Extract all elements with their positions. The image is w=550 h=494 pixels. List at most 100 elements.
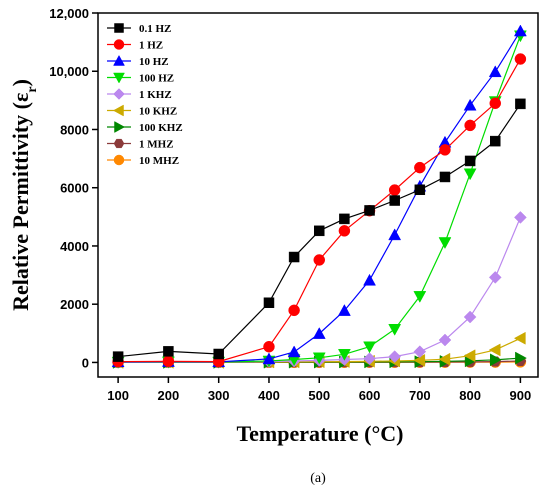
figure-caption: (a) (310, 471, 326, 486)
legend-marker (113, 39, 125, 50)
data-point (389, 195, 400, 206)
plot-frame (97, 12, 539, 378)
x-tick-label: 200 (158, 388, 180, 403)
data-point (513, 331, 526, 345)
data-point (414, 184, 426, 196)
data-point (438, 333, 452, 347)
series-10-hz (111, 24, 527, 368)
legend-item: 100 KHZ (107, 121, 183, 134)
x-tick-label: 600 (359, 388, 381, 403)
data-point (388, 323, 402, 336)
series-layer (111, 24, 527, 369)
x-tick-label: 800 (459, 388, 481, 403)
data-point (313, 254, 326, 266)
data-point (514, 211, 527, 224)
legend-label: 100 HZ (139, 73, 174, 85)
x-tick-label: 100 (107, 388, 129, 403)
data-point (339, 213, 350, 225)
data-point (513, 24, 527, 37)
data-point (488, 65, 502, 78)
data-point (490, 135, 501, 147)
legend-marker (113, 72, 125, 84)
y-tick-label: 0 (82, 355, 89, 370)
x-tick-label: 700 (409, 388, 431, 403)
x-tick-label: 400 (258, 388, 280, 403)
legend-marker (112, 104, 124, 117)
data-point (363, 273, 376, 286)
series-100-hz (111, 30, 527, 369)
data-point (314, 225, 325, 237)
series-line (118, 217, 521, 363)
series-line (118, 35, 521, 363)
y-axis: 0 2000 4000 6000 8000 10,000 12,000 (49, 6, 98, 370)
data-point (363, 341, 376, 354)
y-tick-label: 2000 (60, 297, 89, 312)
data-point (288, 251, 300, 263)
data-point (262, 352, 276, 365)
data-point (515, 98, 526, 110)
data-point (388, 228, 402, 241)
y-tick-label: 4000 (60, 239, 89, 254)
data-point (112, 351, 124, 362)
data-point (514, 53, 527, 65)
data-point (337, 304, 351, 316)
data-point (463, 98, 477, 111)
legend-label: 0.1 HZ (139, 23, 171, 35)
data-point (263, 340, 275, 353)
legend-marker (113, 54, 125, 66)
data-point (488, 271, 502, 284)
data-point (163, 346, 174, 357)
legend-label: 1 KHZ (139, 89, 172, 101)
data-point (463, 310, 477, 324)
data-point (162, 355, 175, 368)
legend-item: 10 HZ (107, 54, 169, 68)
legend-item: 1 MHZ (107, 139, 174, 151)
data-point (463, 168, 477, 181)
data-point (312, 327, 326, 339)
legend-item: 10 KHZ (107, 104, 177, 118)
series-line (118, 30, 521, 363)
y-tick-label: 6000 (60, 181, 89, 196)
legend-item: 10 MHZ (107, 154, 179, 167)
legend-label: 1 MHZ (139, 139, 174, 151)
data-point (337, 349, 351, 361)
x-axis: 100 200 300 400 500 600 700 800 900 (107, 377, 531, 403)
series-1-hz (112, 53, 527, 368)
data-point (288, 304, 300, 317)
data-point (388, 184, 401, 196)
data-point (413, 291, 427, 303)
y-axis-title: Relative Permittivity (εr) (8, 79, 40, 311)
data-point (338, 225, 351, 237)
data-point (388, 350, 402, 363)
legend-item: 100 HZ (107, 73, 174, 85)
y-tick-label: 8000 (60, 122, 89, 137)
data-point (464, 155, 476, 167)
legend-item: 0.1 HZ (107, 23, 171, 35)
data-point (489, 97, 502, 110)
legend-label: 10 MHZ (139, 155, 179, 167)
legend-marker (113, 138, 125, 149)
y-tick-label: 12,000 (49, 6, 89, 21)
data-point (287, 345, 301, 358)
data-point (263, 297, 275, 308)
legend-item: 1 KHZ (107, 88, 172, 101)
series-line (118, 58, 521, 363)
legend-marker (114, 23, 124, 33)
data-point (213, 348, 224, 360)
data-point (439, 144, 451, 156)
legend-label: 10 HZ (139, 56, 169, 68)
legend-marker (114, 121, 126, 133)
data-point (413, 345, 427, 359)
data-point (312, 352, 326, 365)
legend-item: 1 HZ (107, 39, 163, 52)
x-tick-label: 900 (510, 388, 532, 403)
data-point (464, 119, 476, 132)
legend-marker (113, 88, 125, 100)
data-point (488, 343, 501, 357)
data-point (414, 161, 426, 174)
legend-label: 1 HZ (139, 40, 163, 52)
data-point (438, 352, 451, 366)
y-tick-label: 10,000 (49, 64, 89, 79)
data-point (439, 171, 451, 183)
